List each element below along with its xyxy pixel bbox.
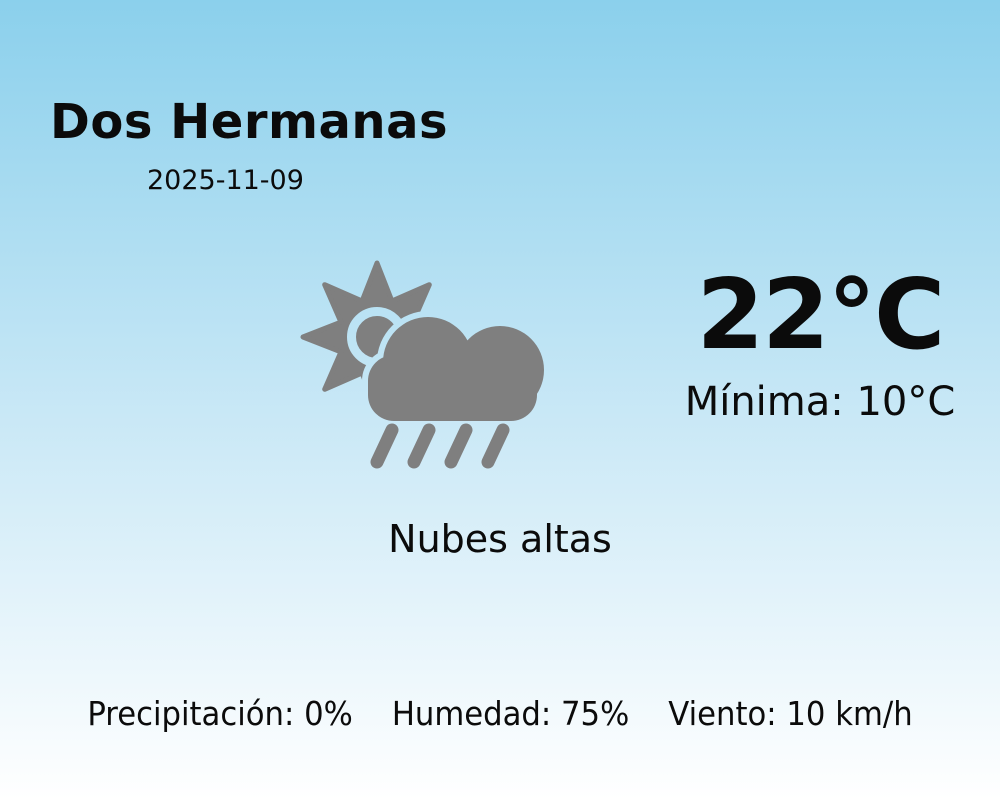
wind-stat: Viento: 10 km/h [668, 694, 913, 733]
minimum-temperature: Mínima: 10°C [684, 379, 956, 425]
forecast-date: 2025-11-09 [147, 165, 304, 196]
location-title: Dos Hermanas [50, 94, 449, 150]
humidity-stat: Humedad: 75% [391, 694, 630, 733]
current-temperature: 22°C [696, 258, 946, 371]
stats-row: Precipitación: 0% Humedad: 75% Viento: 1… [35, 697, 965, 730]
cloud-shape [368, 317, 544, 421]
sun-behind-rain-cloud-icon [300, 260, 544, 469]
temperature-block: 22°C Mínima: 10°C [650, 266, 990, 422]
rain-drops [370, 423, 510, 469]
weather-condition: Nubes altas [388, 517, 612, 561]
precipitation-stat: Precipitación: 0% [87, 694, 353, 733]
